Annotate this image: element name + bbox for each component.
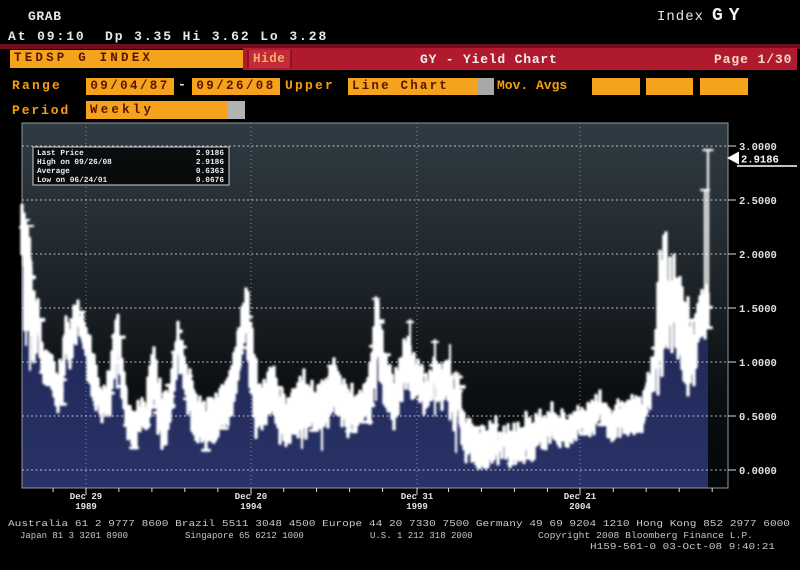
- svg-text:1.5000: 1.5000: [739, 304, 777, 316]
- svg-text:0.0000: 0.0000: [739, 466, 777, 478]
- svg-text:2.9186: 2.9186: [741, 155, 779, 167]
- svg-text:2.0000: 2.0000: [739, 250, 777, 262]
- svg-text:1994: 1994: [240, 502, 262, 512]
- svg-text:Copyright 2008 Bloomberg Finan: Copyright 2008 Bloomberg Finance L.P.: [538, 531, 753, 541]
- svg-text:3.0000: 3.0000: [739, 142, 777, 154]
- svg-text:2.5000: 2.5000: [739, 196, 777, 208]
- svg-text:Dec 29: Dec 29: [70, 492, 102, 502]
- svg-text:1.0000: 1.0000: [739, 358, 777, 370]
- svg-text:0.0676: 0.0676: [196, 176, 224, 185]
- svg-text:Japan 81 3 3201 8900: Japan 81 3 3201 8900: [20, 531, 128, 541]
- svg-text:Dec 20: Dec 20: [235, 492, 267, 502]
- svg-text:Australia 61 2 9777 8600 Brazi: Australia 61 2 9777 8600 Brazil 5511 304…: [8, 519, 790, 529]
- svg-text:0.5000: 0.5000: [739, 412, 777, 424]
- svg-text:Singapore 65 6212 1000: Singapore 65 6212 1000: [185, 531, 304, 541]
- svg-text:Low on 06/24/01: Low on 06/24/01: [37, 176, 108, 185]
- svg-text:Average: Average: [37, 167, 70, 176]
- svg-text:Dec 21: Dec 21: [564, 492, 597, 502]
- svg-text:1999: 1999: [406, 502, 428, 512]
- svg-text:2.9186: 2.9186: [196, 149, 224, 158]
- svg-text:Last Price: Last Price: [37, 149, 84, 158]
- svg-text:H159-561-0 03-Oct-08 9:40:21: H159-561-0 03-Oct-08 9:40:21: [590, 542, 775, 552]
- svg-text:High on 09/26/08: High on 09/26/08: [37, 158, 112, 167]
- svg-text:1989: 1989: [75, 502, 97, 512]
- svg-text:U.S. 1 212 318 2000: U.S. 1 212 318 2000: [370, 531, 473, 541]
- svg-text:Dec 31: Dec 31: [401, 492, 434, 502]
- svg-text:2004: 2004: [569, 502, 591, 512]
- svg-text:0.6363: 0.6363: [196, 167, 224, 176]
- svg-text:2.9186: 2.9186: [196, 158, 224, 167]
